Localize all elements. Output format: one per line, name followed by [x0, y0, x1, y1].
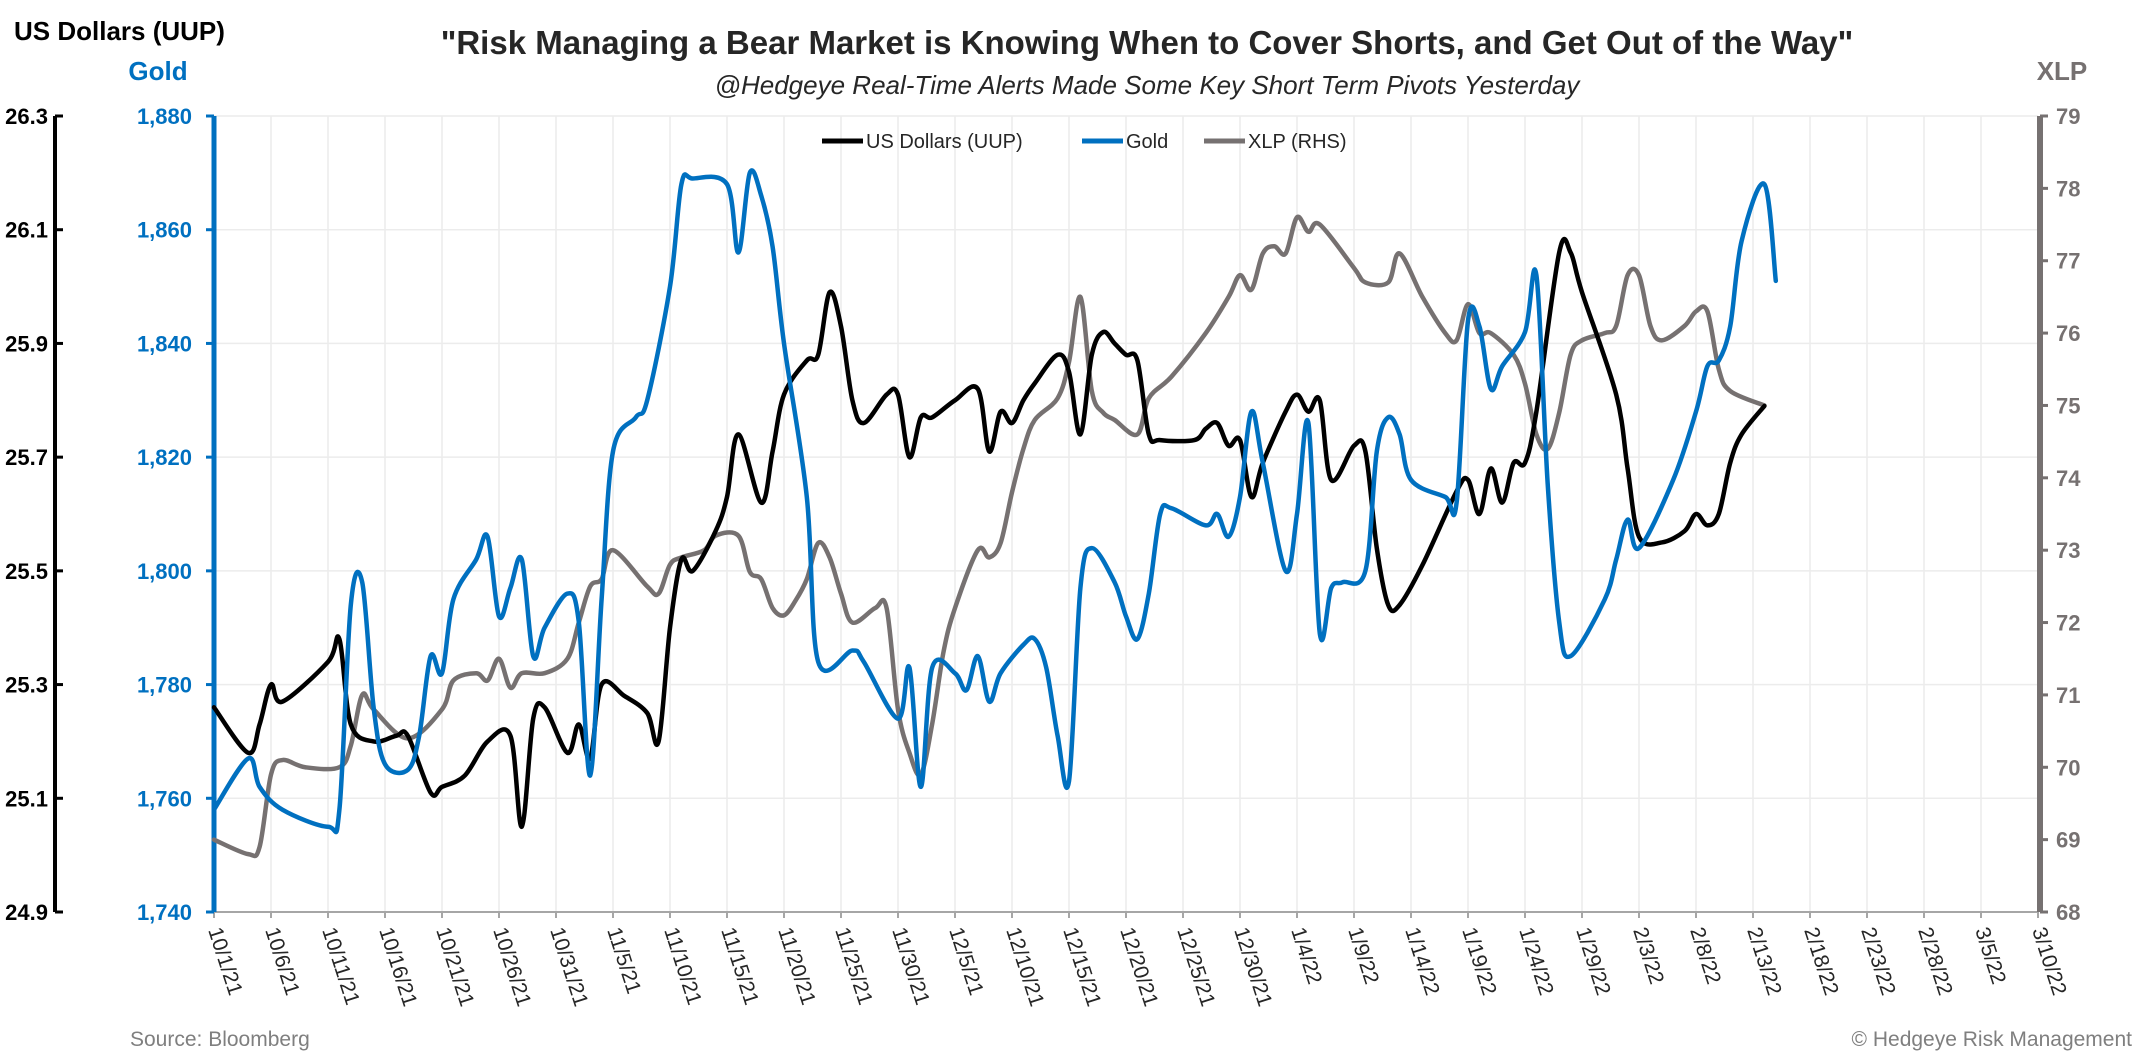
x-tick-label: 1/9/22	[1343, 924, 1383, 987]
chart-title: "Risk Managing a Bear Market is Knowing …	[441, 24, 1854, 61]
x-tick-label: 2/28/22	[1913, 924, 1957, 998]
xlp-tick-label: 73	[2056, 538, 2080, 563]
chart-subtitle: @Hedgeye Real-Time Alerts Made Some Key …	[715, 70, 1582, 100]
x-tick-label: 2/3/22	[1628, 924, 1668, 987]
gold-tick-label: 1,860	[137, 218, 192, 243]
x-tick-label: 10/21/21	[431, 924, 478, 1009]
x-tick-label: 10/6/21	[260, 924, 304, 998]
x-tick-label: 11/10/21	[659, 924, 706, 1007]
gold-tick-label: 1,780	[137, 673, 192, 698]
x-tick-label: 10/1/21	[203, 924, 247, 998]
gold-tick-label: 1,820	[137, 445, 192, 470]
x-tick-label: 12/30/21	[1229, 924, 1276, 1009]
x-tick-label: 11/5/21	[602, 924, 645, 996]
series-lines	[211, 168, 1779, 859]
xlp-tick-label: 70	[2056, 755, 2080, 780]
x-tick-label: 11/20/21	[773, 924, 820, 1007]
x-tick-label: 12/15/21	[1058, 924, 1105, 1009]
xlp-tick-label: 69	[2056, 828, 2080, 853]
xlp-tick-label: 79	[2056, 104, 2080, 129]
gold-tick-label: 1,800	[137, 559, 192, 584]
x-tick-label: 12/5/21	[944, 924, 988, 998]
x-tick-label: 11/25/21	[830, 924, 877, 1007]
legend-label-gold: Gold	[1126, 131, 1168, 153]
x-tick-label: 12/20/21	[1115, 924, 1162, 1009]
uup-tick-label: 24.9	[5, 900, 48, 925]
x-tick-label: 1/24/22	[1514, 924, 1558, 998]
uup-tick-label: 25.5	[5, 559, 48, 584]
x-tick-label: 1/14/22	[1400, 924, 1444, 998]
uup-tick-label: 25.9	[5, 331, 48, 356]
series-line-xlp	[211, 214, 1767, 859]
x-tick-label: 10/31/21	[545, 924, 592, 1009]
xlp-tick-label: 75	[2056, 393, 2080, 418]
x-tick-label: 10/11/21	[317, 924, 364, 1007]
x-tick-label: 1/19/22	[1457, 924, 1501, 998]
uup-axis-title: US Dollars (UUP)	[14, 16, 225, 46]
gold-tick-label: 1,840	[137, 331, 192, 356]
x-tick-label: 10/26/21	[488, 924, 535, 1009]
x-tick-label: 3/5/22	[1970, 924, 2010, 987]
x-tick-label: 12/25/21	[1172, 924, 1219, 1009]
xlp-tick-label: 68	[2056, 900, 2080, 925]
uup-tick-label: 25.7	[5, 445, 48, 470]
xlp-tick-label: 72	[2056, 611, 2080, 636]
gold-tick-label: 1,740	[137, 900, 192, 925]
x-tick-label: 11/30/21	[887, 924, 934, 1007]
uup-tick-label: 25.3	[5, 673, 48, 698]
uup-tick-label: 26.1	[5, 218, 48, 243]
xlp-tick-label: 78	[2056, 176, 2080, 201]
legend-label-xlp: XLP (RHS)	[1248, 131, 1347, 153]
gold-tick-label: 1,880	[137, 104, 192, 129]
x-tick-label: 2/23/22	[1856, 924, 1900, 998]
legend-label-uup: US Dollars (UUP)	[866, 131, 1023, 153]
x-tick-label: 1/29/22	[1571, 924, 1615, 998]
gridlines	[213, 115, 2039, 913]
gold-axis-title: Gold	[128, 56, 187, 86]
xlp-tick-label: 74	[2056, 466, 2081, 491]
xlp-tick-label: 77	[2056, 249, 2080, 274]
copyright-note: © Hedgeye Risk Management	[1852, 1028, 2133, 1051]
x-tick-label: 1/4/22	[1286, 924, 1326, 987]
x-tick-label: 10/16/21	[374, 924, 421, 1009]
xlp-axis-title: XLP	[2037, 56, 2088, 86]
x-tick-label: 11/15/21	[716, 924, 763, 1007]
legend: US Dollars (UUP) Gold XLP (RHS)	[822, 131, 1347, 153]
x-tick-label: 2/13/22	[1742, 924, 1786, 998]
series-line-uup	[211, 236, 1767, 829]
x-tick-label: 3/10/22	[2027, 924, 2071, 998]
axes: 10/1/21 10/6/21 10/11/21 10/16/21 10/21/21 10…	[5, 104, 2081, 1009]
xlp-tick-label: 76	[2056, 321, 2080, 346]
x-tick-label: 12/10/21	[1001, 924, 1048, 1009]
x-tick-label: 2/8/22	[1685, 924, 1725, 987]
gold-tick-label: 1,760	[137, 786, 192, 811]
uup-tick-label: 26.3	[5, 104, 48, 129]
series-line-gold	[211, 168, 1779, 835]
uup-tick-label: 25.1	[5, 786, 48, 811]
xlp-tick-label: 71	[2056, 683, 2080, 708]
source-note: Source: Bloomberg	[130, 1028, 310, 1051]
x-tick-label: 2/18/22	[1799, 924, 1843, 998]
